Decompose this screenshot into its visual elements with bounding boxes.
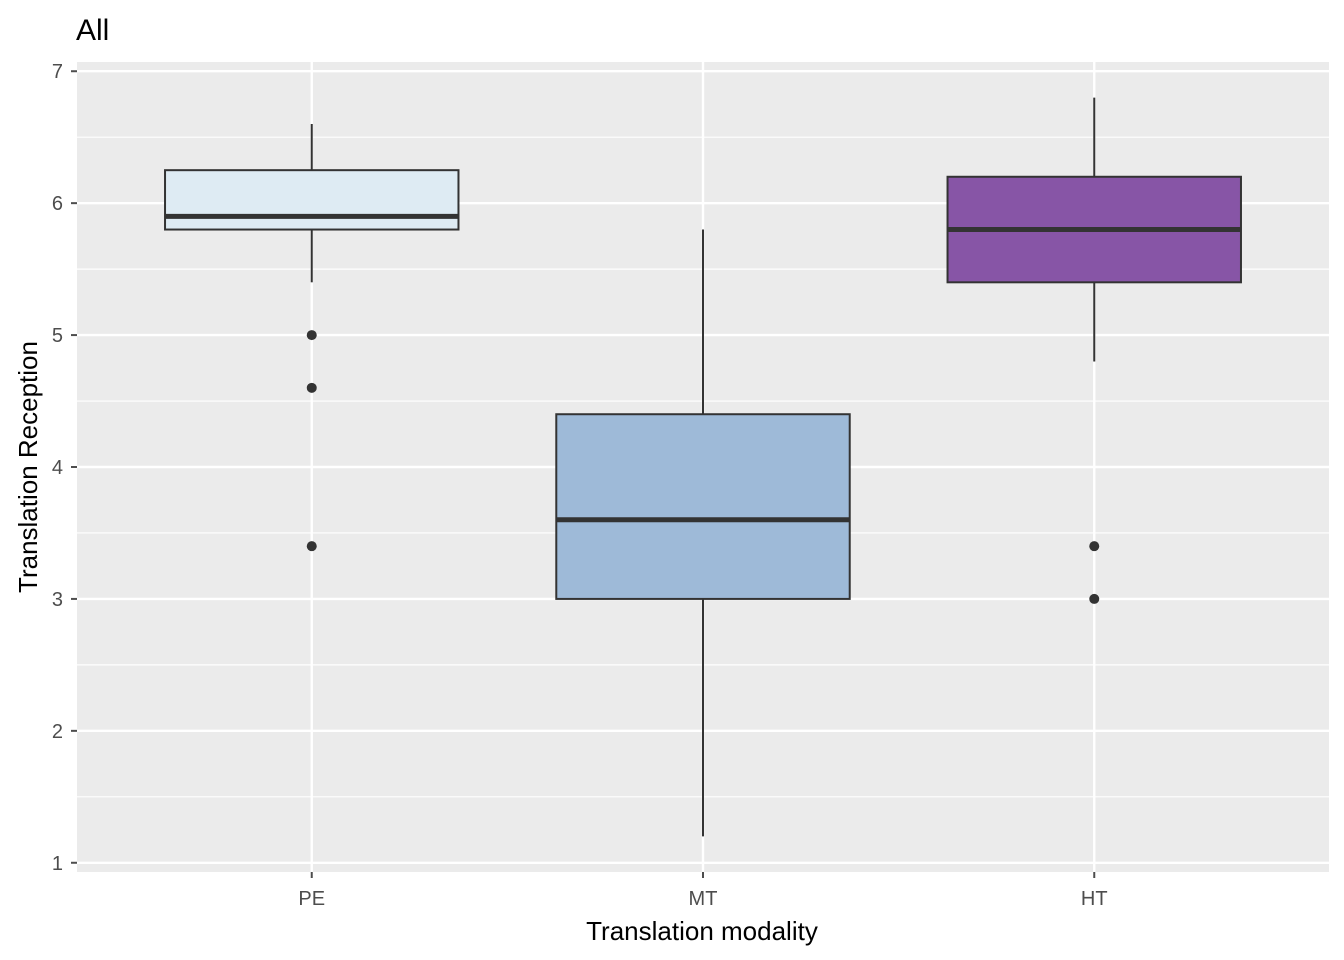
y-axis: 1 2 3 4 5 6 7 xyxy=(52,61,77,875)
y-tick-label: 7 xyxy=(52,61,63,83)
y-axis-title: Translation Reception xyxy=(13,341,43,593)
box-series xyxy=(164,97,1242,837)
outlier-point xyxy=(1089,593,1100,604)
outlier-point xyxy=(306,382,317,393)
x-axis: PE MT HT xyxy=(298,872,1108,910)
y-tick-label: 5 xyxy=(52,325,63,347)
box-pe xyxy=(164,124,460,552)
y-tick-label: 2 xyxy=(52,721,63,743)
y-tick-label: 1 xyxy=(52,853,63,875)
chart-title: All xyxy=(76,14,109,47)
outlier-point xyxy=(306,541,317,552)
x-tick-label: MT xyxy=(689,888,718,910)
box-mt xyxy=(555,229,851,837)
box-ht xyxy=(946,97,1242,604)
outlier-point xyxy=(1089,541,1100,552)
y-tick-label: 4 xyxy=(52,457,63,479)
x-tick-label: PE xyxy=(298,888,325,910)
x-tick-label: HT xyxy=(1081,888,1108,910)
y-tick-label: 6 xyxy=(52,193,63,215)
y-tick-label: 3 xyxy=(52,589,63,611)
x-axis-title: Translation modality xyxy=(586,916,818,946)
box-iqr xyxy=(164,169,460,231)
outlier-point xyxy=(306,330,317,341)
box-iqr xyxy=(555,413,851,600)
